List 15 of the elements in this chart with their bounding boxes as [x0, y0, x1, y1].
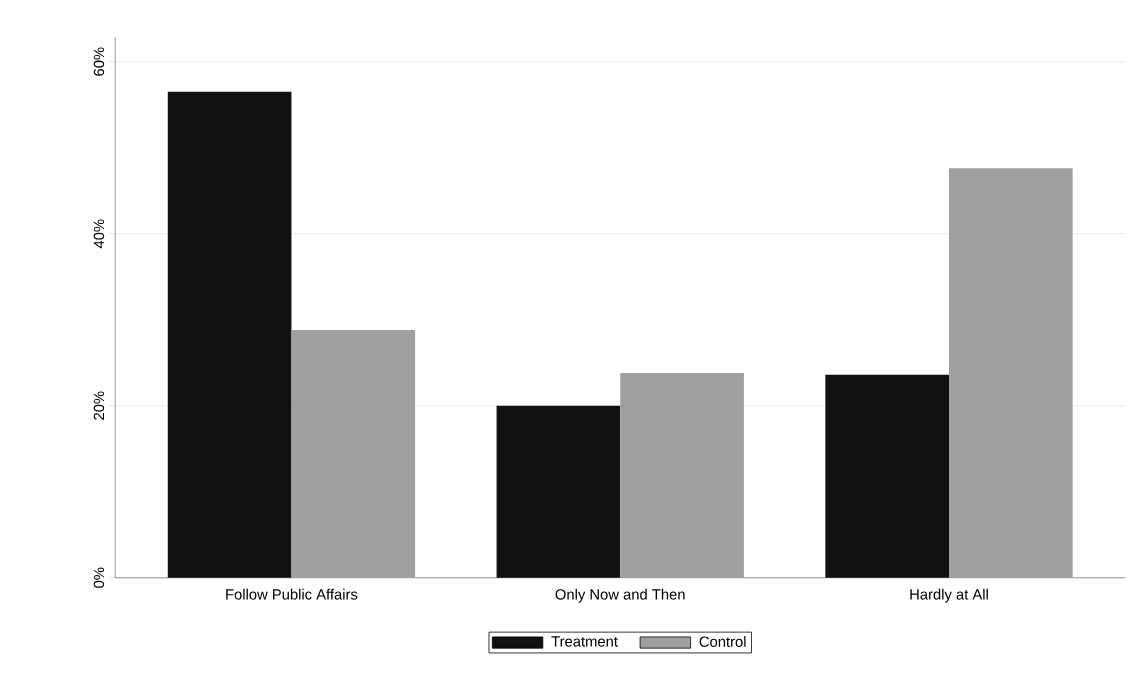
bar	[949, 168, 1073, 578]
bar	[291, 329, 416, 578]
y-tick-label: 60%	[93, 47, 105, 76]
bar	[496, 405, 621, 578]
y-tick-label: 20%	[93, 391, 105, 420]
x-tick-label: Only Now and Then	[555, 588, 685, 603]
x-tick-label: Hardly at All	[910, 588, 988, 603]
y-tick-label: 0%	[93, 567, 105, 588]
y-tick-label: 40%	[93, 219, 105, 248]
bar	[167, 91, 292, 578]
x-tick-label: Follow Public Affairs	[226, 588, 358, 600]
bar	[825, 374, 950, 578]
bar	[620, 372, 744, 578]
legend-label: Treatment	[551, 636, 618, 647]
legend-label: Control	[699, 635, 746, 647]
